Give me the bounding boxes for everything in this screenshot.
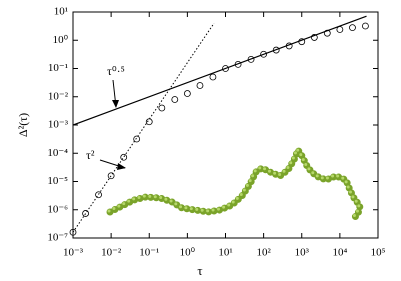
x-tick-label: 10⁻¹: [139, 247, 159, 259]
data-point: [158, 104, 166, 112]
data-point: [120, 153, 128, 161]
data-point: [107, 172, 115, 180]
data-point: [362, 22, 369, 30]
arrow-head: [112, 100, 119, 108]
data-point: [209, 73, 217, 81]
fit-line: [73, 15, 367, 126]
x-tick-label: 10⁰: [180, 247, 196, 259]
x-tick-label: 10²: [256, 247, 271, 259]
y-tick-label: 10⁻⁶: [47, 203, 68, 215]
x-tick-label: 10⁵: [371, 247, 386, 259]
y-axis-label: Δ²(τ): [16, 113, 30, 137]
x-tick-label: 10⁴: [332, 247, 347, 259]
y-tick-label: 10⁰: [53, 34, 69, 46]
arrow-head: [117, 163, 126, 170]
data-point: [349, 24, 356, 32]
y-tick-label: 10⁻²: [48, 90, 69, 102]
annotation: τ⁰·⁵: [107, 64, 125, 78]
y-tick-label: 10⁻⁵: [47, 175, 68, 187]
data-point: [260, 50, 268, 58]
data-point: [196, 82, 204, 89]
data-point: [310, 34, 318, 41]
data-point: [69, 228, 77, 236]
data-point: [95, 191, 102, 199]
x-axis-label: τ: [197, 263, 202, 278]
annotation: τ²: [86, 148, 95, 162]
y-tick-label: 10⁻³: [48, 119, 69, 131]
fit-line: [73, 22, 215, 233]
y-tick-label: 10¹: [54, 6, 68, 18]
x-tick-label: 10⁻³: [63, 247, 84, 259]
data-point: [171, 96, 179, 103]
x-tick-label: 10³: [295, 247, 310, 259]
data-point: [82, 210, 89, 217]
y-tick-label: 10⁻⁴: [47, 147, 68, 159]
y-tick-label: 10⁻¹: [48, 62, 68, 74]
y-tick-label: 10⁻⁷: [47, 232, 68, 244]
data-point: [222, 65, 229, 72]
x-tick-label: 10⁻²: [101, 247, 122, 259]
data-point: [133, 135, 141, 143]
x-tick-label: 10¹: [218, 247, 232, 259]
polymer-highlight: [107, 147, 361, 221]
data-point: [272, 46, 280, 54]
data-point: [183, 90, 191, 97]
data-point: [247, 55, 255, 63]
polymer-illustration: [106, 146, 364, 224]
